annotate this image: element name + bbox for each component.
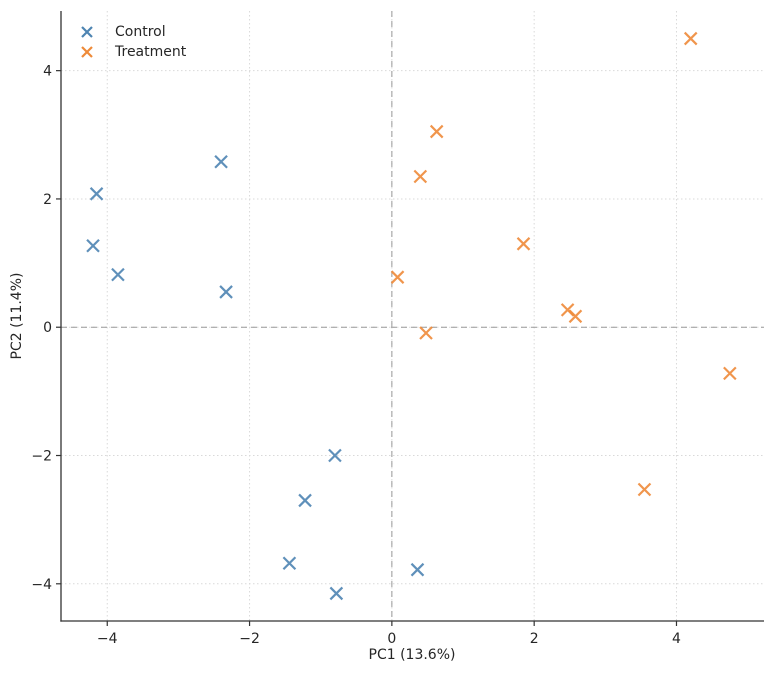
data-point-control xyxy=(86,238,100,253)
x-axis-label: PC1 (13.6%) xyxy=(368,647,456,663)
data-point-control xyxy=(298,493,312,508)
series-treatment xyxy=(390,31,737,497)
data-point-treatment xyxy=(390,270,405,284)
data-point-treatment xyxy=(419,326,433,340)
data-point-control xyxy=(328,448,342,463)
data-point-control xyxy=(410,562,425,577)
data-point-control xyxy=(111,267,125,282)
x-tick-label: −2 xyxy=(239,631,260,647)
gridlines xyxy=(61,11,764,621)
legend-item-control: Control xyxy=(79,24,186,40)
y-tick-label: 2 xyxy=(43,192,52,208)
y-tick-label: −4 xyxy=(31,577,52,593)
legend-item-treatment: Treatment xyxy=(79,44,186,60)
y-axis-label: PC2 (11.4%) xyxy=(9,272,25,360)
x-tick-label: 2 xyxy=(530,631,539,647)
x-tick-label: −4 xyxy=(97,631,118,647)
data-point-treatment xyxy=(516,237,531,251)
data-point-treatment xyxy=(413,169,428,184)
data-point-treatment xyxy=(568,309,583,324)
series-control xyxy=(86,154,425,601)
x-tick-label: 4 xyxy=(672,631,681,647)
legend-label-treatment: Treatment xyxy=(115,44,187,60)
legend: Control Treatment xyxy=(79,24,186,60)
data-point-control xyxy=(329,586,344,601)
x-tick-label: 0 xyxy=(387,631,396,647)
data-point-control xyxy=(282,556,297,571)
tick-marks xyxy=(56,70,678,626)
data-point-treatment xyxy=(429,124,444,139)
y-tick-label: −2 xyxy=(31,449,52,465)
data-point-treatment xyxy=(683,31,698,46)
y-tick-label: 4 xyxy=(43,64,52,80)
data-point-control xyxy=(219,285,233,299)
data-point-control xyxy=(214,154,228,169)
y-tick-label: 0 xyxy=(43,320,52,336)
treatment-x-marker-icon xyxy=(81,46,93,58)
data-point-control xyxy=(89,187,104,201)
tick-labels: −4 −2 0 2 4 −4 −2 0 2 4 xyxy=(31,64,681,647)
zero-lines xyxy=(61,11,764,621)
data-point-treatment xyxy=(637,482,652,497)
legend-label-control: Control xyxy=(115,24,166,40)
control-x-marker-icon xyxy=(81,26,93,38)
data-point-treatment xyxy=(723,366,737,381)
axes-spines xyxy=(60,11,764,622)
